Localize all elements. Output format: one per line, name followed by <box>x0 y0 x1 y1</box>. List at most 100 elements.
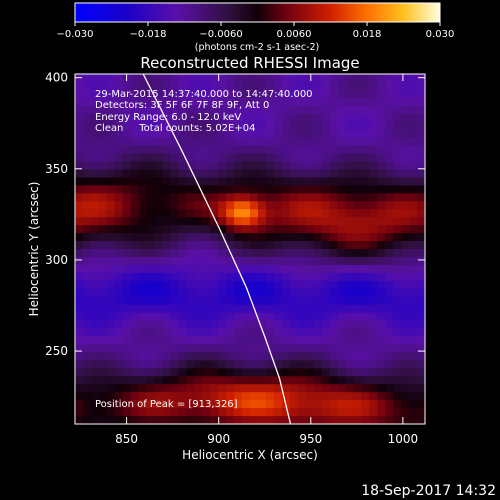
heatmap-cell <box>297 344 307 353</box>
heatmap-cell <box>417 400 425 409</box>
heatmap-cell <box>305 320 315 330</box>
heatmap-cell <box>226 392 235 401</box>
heatmap-cell <box>385 328 394 338</box>
heatmap-cell <box>82 225 92 234</box>
heatmap-cell <box>210 416 219 424</box>
heatmap-cell <box>393 408 402 417</box>
heatmap-cell <box>194 304 203 314</box>
heatmap-cell <box>297 360 307 369</box>
heatmap-cell <box>273 296 283 306</box>
heatmap-cell <box>218 177 227 186</box>
heatmap-cell <box>337 296 347 306</box>
heatmap-cell <box>154 288 164 298</box>
heatmap-cell <box>154 177 164 186</box>
heatmap-cell <box>154 145 164 155</box>
heatmap-cell <box>106 209 116 218</box>
heatmap-cell <box>313 392 323 401</box>
heatmap-cell <box>122 336 132 346</box>
heatmap-cell <box>361 296 370 306</box>
heatmap-cell <box>273 89 283 99</box>
heatmap-cell <box>242 81 251 91</box>
heatmap-cell <box>130 320 140 330</box>
heatmap-cell <box>401 177 410 186</box>
heatmap-cell <box>98 121 108 131</box>
heatmap-cell <box>265 137 275 147</box>
peak-position-label: Position of Peak = [913,326] <box>95 399 238 410</box>
heatmap-cell <box>313 416 323 424</box>
heatmap-cell <box>353 312 362 322</box>
heatmap-cell <box>417 280 425 290</box>
heatmap-cell <box>377 400 386 409</box>
heatmap-cell <box>305 241 315 250</box>
heatmap-cell <box>393 209 402 218</box>
heatmap-cell <box>122 241 132 250</box>
heatmap-cell <box>218 312 227 322</box>
heatmap-cell <box>234 129 243 139</box>
heatmap-cell <box>417 241 425 250</box>
heatmap-cell <box>178 137 187 147</box>
heatmap-cell <box>401 137 410 147</box>
heatmap-cell <box>114 280 124 290</box>
heatmap-cell <box>154 384 164 393</box>
heatmap-cell <box>250 74 259 83</box>
heatmap-cell <box>242 249 251 258</box>
heatmap-cell <box>234 74 243 83</box>
heatmap-cell <box>265 256 275 266</box>
heatmap-cell <box>353 81 362 91</box>
heatmap-cell <box>146 145 156 155</box>
heatmap-cell <box>122 344 132 353</box>
heatmap-cell <box>329 74 339 83</box>
heatmap-cell <box>146 89 156 99</box>
heatmap-cell <box>122 169 132 178</box>
heatmap-cell <box>257 304 267 314</box>
heatmap-cell <box>313 153 323 163</box>
heatmap-cell <box>242 121 251 131</box>
heatmap-cell <box>218 264 227 274</box>
heatmap-cell <box>369 376 378 385</box>
heatmap-cell <box>353 360 362 369</box>
heatmap-cell <box>297 376 307 385</box>
heatmap-cell <box>242 145 251 155</box>
heatmap-cell <box>186 185 195 194</box>
heatmap-cell <box>297 384 307 393</box>
heatmap-cell <box>417 193 425 202</box>
heatmap-cell <box>401 264 410 274</box>
heatmap-cell <box>345 185 354 194</box>
heatmap-cell <box>329 113 339 123</box>
heatmap-cell <box>242 89 251 99</box>
heatmap-cell <box>385 408 394 417</box>
heatmap-cell <box>82 344 92 353</box>
heatmap-cell <box>106 241 116 250</box>
heatmap-cell <box>377 368 386 377</box>
heatmap-cell <box>234 89 243 99</box>
heatmap-cell <box>202 217 211 226</box>
heatmap-cell <box>234 137 243 147</box>
heatmap-cell <box>234 193 243 202</box>
heatmap-cell <box>210 392 219 401</box>
heatmap-cell <box>234 384 243 393</box>
heatmap-cell <box>417 336 425 346</box>
heatmap-cell <box>122 360 132 369</box>
heatmap-cell <box>178 225 187 234</box>
heatmap-cell <box>114 185 124 194</box>
heatmap-cell <box>289 264 299 274</box>
heatmap-cell <box>345 177 354 186</box>
heatmap-cell <box>75 137 84 147</box>
heatmap-cell <box>154 217 164 226</box>
heatmap-cell <box>265 272 275 282</box>
heatmap-cell <box>321 225 331 234</box>
heatmap-cell <box>297 264 307 274</box>
heatmap-cell <box>265 129 275 139</box>
heatmap-cell <box>377 296 386 306</box>
heatmap-cell <box>305 74 315 83</box>
heatmap-cell <box>210 225 219 234</box>
heatmap-cell <box>146 264 156 274</box>
heatmap-cell <box>250 121 259 131</box>
heatmap-cell <box>321 272 331 282</box>
heatmap-cell <box>250 264 259 274</box>
heatmap-cell <box>114 368 124 377</box>
heatmap-cell <box>114 392 124 401</box>
heatmap-cell <box>409 368 418 377</box>
heatmap-cell <box>186 320 195 330</box>
heatmap-cell <box>409 352 418 361</box>
